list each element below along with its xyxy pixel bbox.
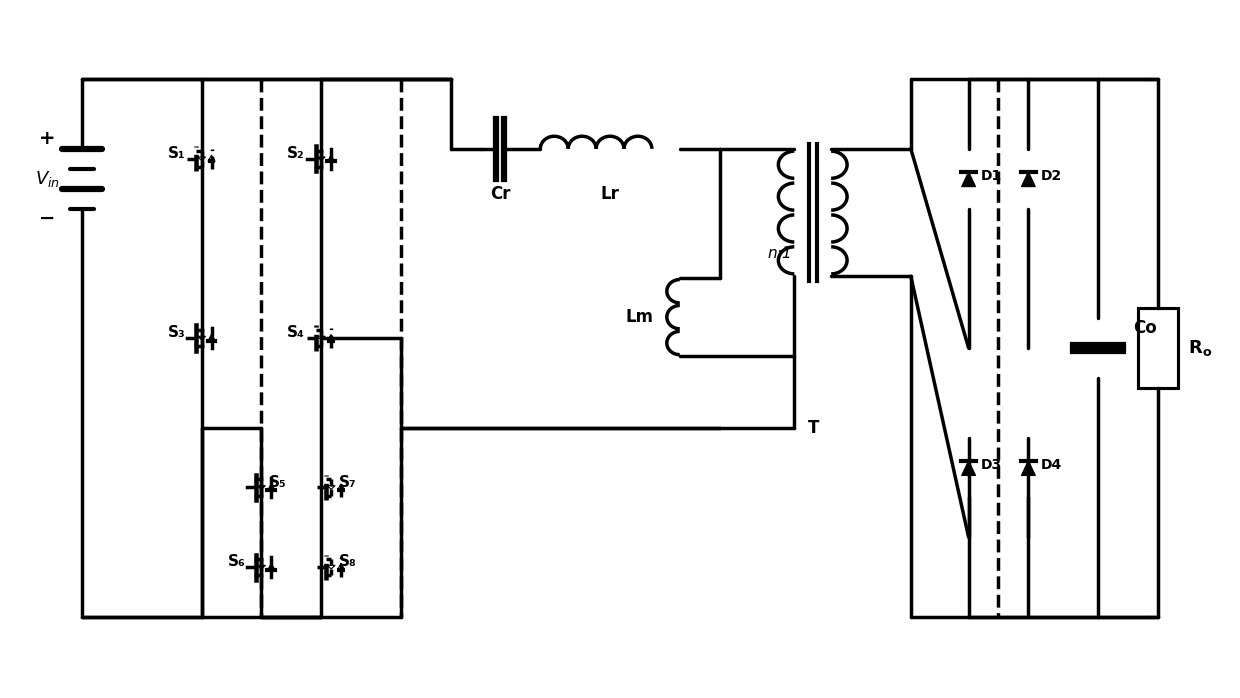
Text: S₄: S₄: [288, 325, 305, 340]
Text: $n$:1: $n$:1: [768, 246, 791, 261]
Text: S₈: S₈: [339, 554, 356, 570]
Text: Cr: Cr: [490, 184, 511, 202]
Text: D2: D2: [1040, 169, 1061, 183]
Polygon shape: [962, 172, 976, 186]
Text: Co: Co: [1133, 319, 1157, 337]
Polygon shape: [268, 484, 275, 490]
Text: Lr: Lr: [600, 184, 620, 202]
Polygon shape: [337, 563, 345, 570]
Polygon shape: [197, 157, 206, 161]
Text: $V_{in}$: $V_{in}$: [35, 169, 60, 188]
Text: S₇: S₇: [339, 475, 356, 489]
Polygon shape: [327, 334, 335, 341]
Polygon shape: [208, 334, 215, 341]
Polygon shape: [337, 484, 345, 490]
Text: S₂: S₂: [288, 146, 305, 161]
Text: D1: D1: [981, 169, 1002, 183]
Text: S₅: S₅: [269, 475, 286, 489]
Polygon shape: [258, 486, 265, 489]
Text: D4: D4: [1040, 457, 1061, 472]
Polygon shape: [208, 155, 215, 161]
Text: D3: D3: [981, 457, 1002, 472]
Polygon shape: [1022, 172, 1035, 186]
Polygon shape: [327, 486, 335, 489]
Text: S₆: S₆: [227, 554, 246, 570]
Polygon shape: [258, 565, 265, 569]
Text: S₃: S₃: [167, 325, 186, 340]
Polygon shape: [268, 563, 275, 570]
Text: $\mathbf{R_o}$: $\mathbf{R_o}$: [1188, 338, 1211, 358]
Bar: [1138, 308, 1178, 388]
Text: Lm: Lm: [626, 308, 653, 326]
Polygon shape: [1022, 461, 1035, 475]
Polygon shape: [197, 336, 206, 340]
Polygon shape: [317, 336, 325, 340]
Polygon shape: [317, 157, 325, 161]
Polygon shape: [327, 565, 335, 569]
Text: T: T: [807, 419, 818, 437]
Text: −: −: [40, 209, 56, 228]
Polygon shape: [327, 155, 335, 161]
Text: S₁: S₁: [167, 146, 186, 161]
Polygon shape: [962, 461, 976, 475]
Text: +: +: [38, 129, 56, 149]
